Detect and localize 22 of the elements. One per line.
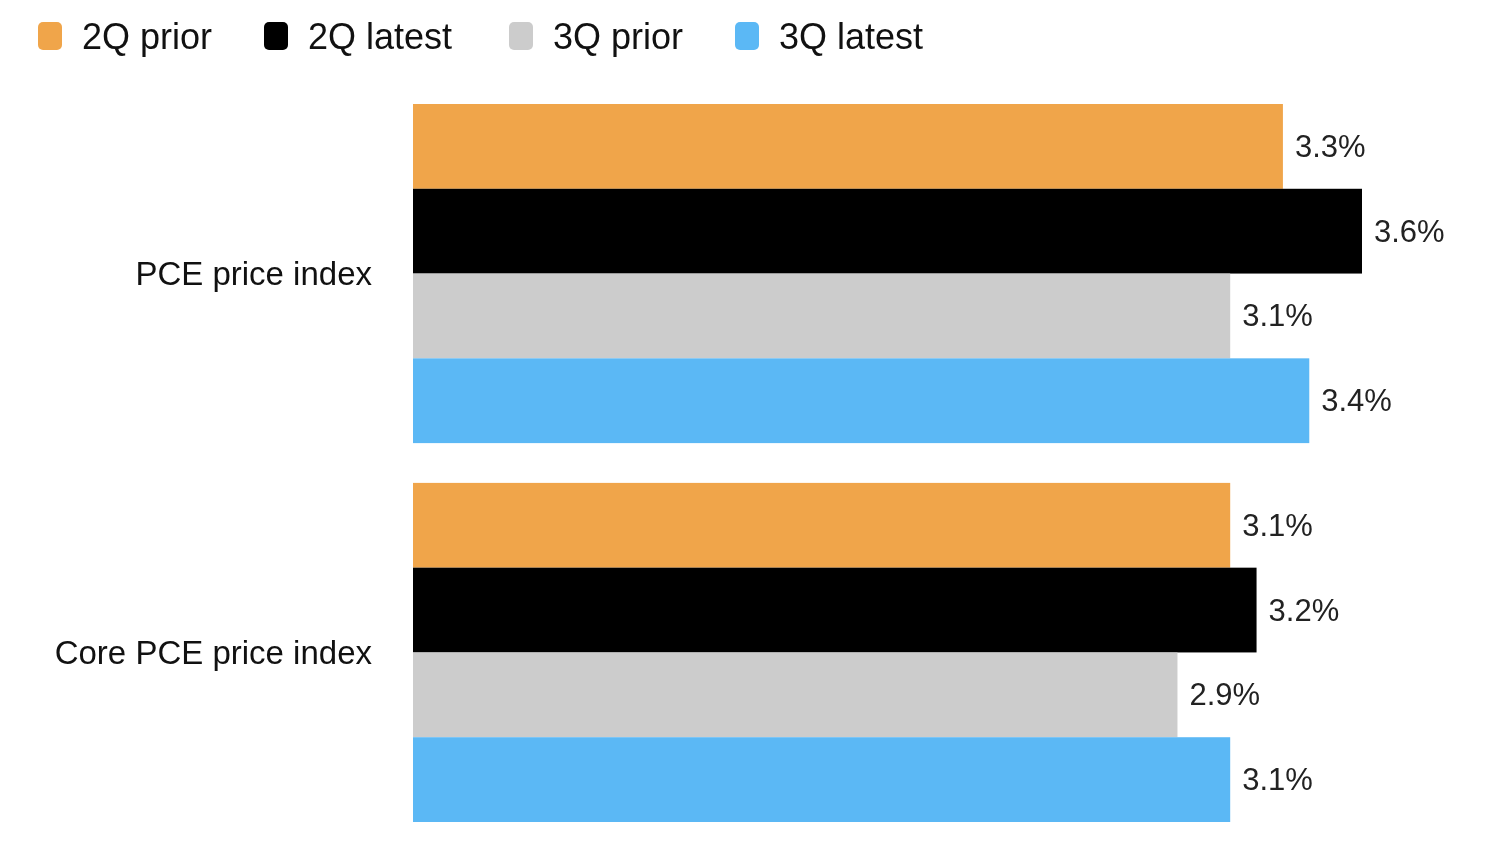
bar <box>413 358 1310 444</box>
bar <box>413 104 1283 189</box>
data-label: 3.4% <box>1321 383 1392 419</box>
data-label: 2.9% <box>1189 677 1261 713</box>
y-tick-label: PCE price index <box>135 255 373 293</box>
bar <box>413 652 1178 738</box>
data-label: 3.2% <box>1268 592 1340 628</box>
bar <box>413 737 1231 822</box>
data-label: 3.3% <box>1294 128 1366 164</box>
data-label: 3.6% <box>1374 213 1445 249</box>
data-label: 3.1% <box>1242 762 1313 798</box>
data-label: 3.1% <box>1242 298 1313 334</box>
bar <box>413 567 1257 653</box>
data-label: 3.1% <box>1242 507 1313 543</box>
bar <box>413 482 1231 568</box>
bar <box>413 188 1362 274</box>
legend-label: 2Q prior <box>82 15 213 57</box>
legend-label: 3Q prior <box>553 15 684 57</box>
bar <box>413 273 1231 359</box>
legend-label: 3Q latest <box>779 15 924 57</box>
y-tick-label: Core PCE price index <box>54 633 373 671</box>
legend-label: 2Q latest <box>308 15 453 57</box>
